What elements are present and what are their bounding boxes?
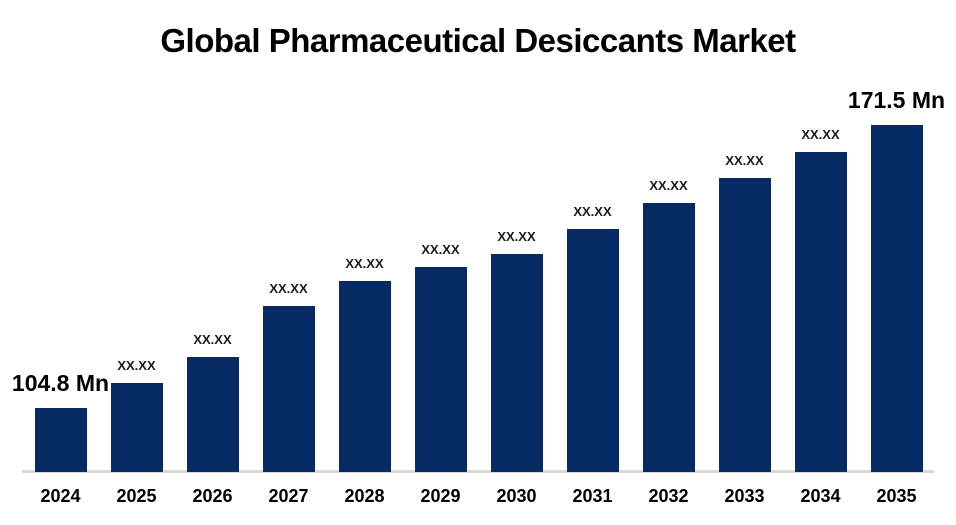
- x-axis-label-2029: 2029: [420, 486, 461, 506]
- x-axis-label-2030: 2030: [496, 486, 537, 506]
- bar-2034: [794, 152, 847, 472]
- x-axis-label-2028: 2028: [344, 486, 385, 506]
- bar-value-label-2025: XX.XX: [117, 358, 156, 373]
- bar-value-label-2031: XX.XX: [573, 204, 612, 219]
- bar-2026: [186, 357, 239, 472]
- bar-2029: [414, 267, 467, 472]
- bar-value-label-2030: XX.XX: [497, 229, 536, 244]
- bar-2032: [642, 203, 695, 472]
- x-axis-label-2033: 2033: [724, 486, 765, 506]
- x-axis-label-2034: 2034: [800, 486, 841, 506]
- bar-value-label-2034: XX.XX: [801, 127, 840, 142]
- bar-value-label-2024: 104.8 Mn: [11, 370, 110, 396]
- bar-2027: [262, 306, 315, 472]
- bar-value-label-2035: 171.5 Mn: [847, 87, 946, 113]
- bar-2031: [566, 229, 619, 472]
- bar-value-label-2026: XX.XX: [193, 332, 232, 347]
- x-axis-label-2035: 2035: [876, 486, 917, 506]
- bar-2025: [110, 383, 163, 472]
- bar-value-label-2032: XX.XX: [649, 178, 688, 193]
- x-axis-label-2025: 2025: [116, 486, 157, 506]
- bar-2030: [490, 254, 543, 472]
- x-axis-line: [22, 470, 934, 473]
- bar-value-label-2028: XX.XX: [345, 256, 384, 271]
- bar-2035: [870, 125, 923, 472]
- bar-2024: [34, 408, 87, 472]
- x-axis-label-2031: 2031: [572, 486, 613, 506]
- bar-value-label-2033: XX.XX: [725, 153, 764, 168]
- bar-2033: [718, 178, 771, 472]
- x-axis-label-2024: 2024: [40, 486, 81, 506]
- x-axis-label-2026: 2026: [192, 486, 233, 506]
- bar-value-label-2029: XX.XX: [421, 242, 460, 257]
- chart-title: Global Pharmaceutical Desiccants Market: [160, 22, 796, 59]
- bar-value-label-2027: XX.XX: [269, 281, 308, 296]
- x-axis-label-2027: 2027: [268, 486, 309, 506]
- bar-2028: [338, 281, 391, 472]
- x-axis-label-2032: 2032: [648, 486, 689, 506]
